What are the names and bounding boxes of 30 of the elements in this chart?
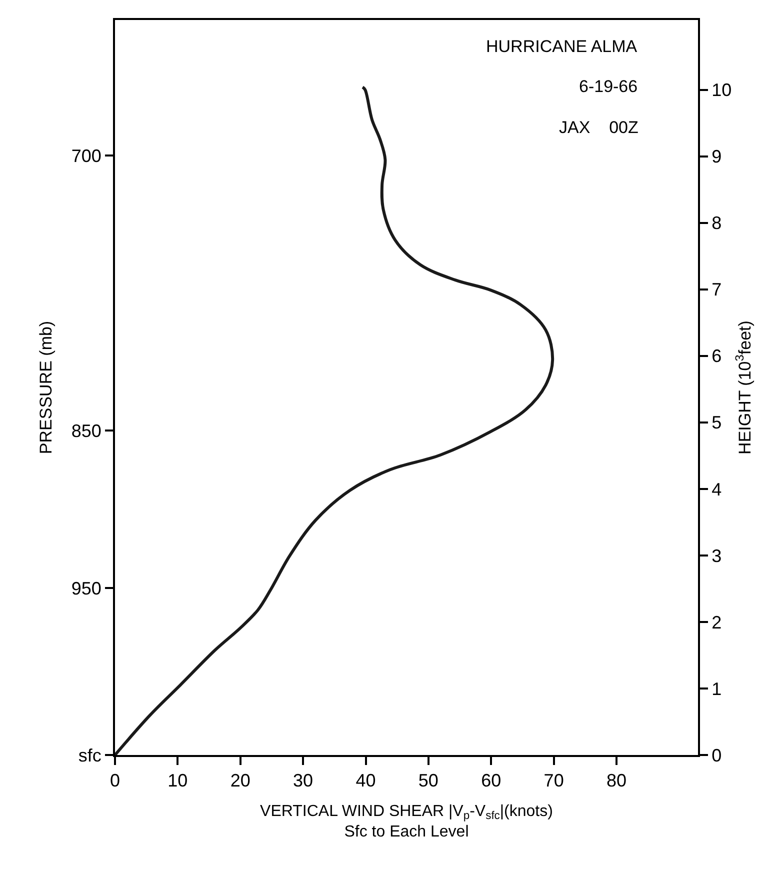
- x-tick-label: 60: [481, 770, 502, 791]
- y-axis-title: PRESSURE (mb): [36, 320, 56, 454]
- annotation: HURRICANE ALMA: [486, 37, 638, 56]
- annotation: 6-19-66: [579, 77, 638, 96]
- y2-tick-label: 6: [712, 346, 722, 366]
- y2-tick-label: 7: [712, 280, 722, 300]
- y2-tick-label: 10: [712, 80, 732, 100]
- x-tick-label: 30: [293, 770, 314, 791]
- text: VERTICAL WIND SHEAR |V$_{p}$-V$_{sfc}$|(knots) Sfc to Each Level: [260, 802, 553, 841]
- y2-tick-label: 1: [712, 678, 722, 699]
- y-tick-label: 950: [71, 578, 102, 598]
- y-tick-label: 700: [71, 146, 102, 166]
- annotation: JAX 00Z: [559, 118, 638, 137]
- y-tick-label: sfc: [78, 745, 102, 766]
- y-tick-label: 850: [71, 420, 102, 441]
- x-tick-label: 40: [356, 770, 376, 791]
- y2-tick-label: 4: [712, 479, 722, 500]
- y2-tick-label: 0: [712, 745, 722, 766]
- y2-tick-label: 8: [712, 213, 722, 234]
- x-tick-label: 70: [544, 770, 564, 791]
- x-tick-label: 0: [110, 770, 120, 791]
- y2-tick-label: 2: [712, 612, 722, 632]
- x-tick-label: 80: [606, 770, 627, 791]
- y2-tick-label: 5: [712, 412, 722, 433]
- y2-tick-label: 3: [712, 546, 722, 566]
- x-tick-label: 20: [230, 770, 250, 791]
- y2-tick-label: 9: [712, 146, 722, 167]
- x-tick-label: 50: [418, 770, 438, 791]
- x-tick-label: 10: [168, 770, 188, 791]
- line-series: [115, 86, 554, 755]
